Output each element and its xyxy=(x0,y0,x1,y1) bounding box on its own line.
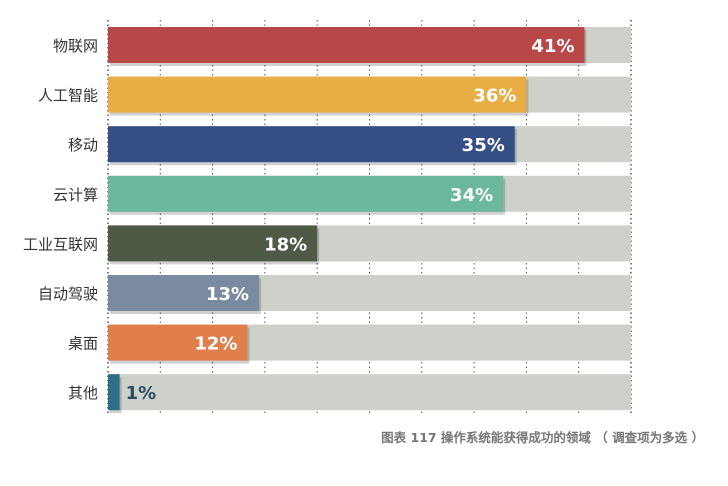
label-layer: 物联网 41% 人工智能 36% 移动 35% 云计算 34% 工业互联网 18% 自动驾驶 13% 桌… xyxy=(23,36,575,404)
value-label: 18% xyxy=(264,234,307,255)
value-label: 12% xyxy=(194,334,237,355)
category-label: 物联网 xyxy=(53,37,98,55)
bar-4 xyxy=(108,175,504,212)
bar-1 xyxy=(108,27,585,63)
bar-layer xyxy=(108,27,587,414)
bar-6 xyxy=(108,275,260,311)
category-label: 其他 xyxy=(68,384,98,402)
value-label: 41% xyxy=(531,36,574,57)
bar-7 xyxy=(108,324,248,361)
value-label: 35% xyxy=(462,135,505,156)
category-label: 自动驾驶 xyxy=(38,285,98,303)
bar-8 xyxy=(108,374,120,411)
value-label: 13% xyxy=(206,284,249,305)
value-label: 1% xyxy=(126,383,157,404)
category-label: 桌面 xyxy=(68,335,98,353)
bar-2 xyxy=(108,76,527,113)
category-label: 移动 xyxy=(68,136,98,154)
category-label: 人工智能 xyxy=(38,87,98,105)
category-label: 云计算 xyxy=(53,186,98,204)
bar-3 xyxy=(108,126,515,163)
chart-caption: 图表 117 操作系统能获得成功的领域 （ 调查项为多选 ） xyxy=(381,430,704,445)
value-label: 36% xyxy=(473,86,516,107)
bar-5 xyxy=(108,225,318,262)
bar-track xyxy=(108,374,631,411)
category-label: 工业互联网 xyxy=(23,235,98,253)
value-label: 34% xyxy=(450,185,493,206)
